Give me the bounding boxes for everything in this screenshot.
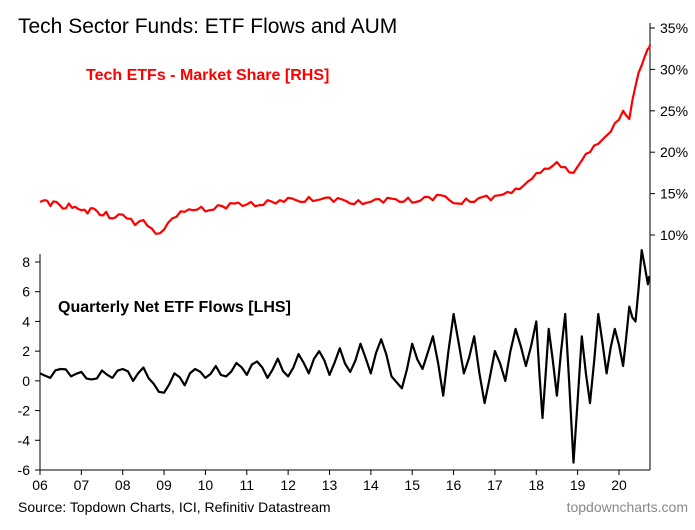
series-net-flows xyxy=(40,250,650,463)
right-tick-label: 15% xyxy=(660,186,688,202)
left-tick-label: 4 xyxy=(22,313,30,329)
x-tick-label: 06 xyxy=(32,477,48,493)
left-tick-label: 8 xyxy=(22,254,30,270)
watermark: topdowncharts.com xyxy=(567,499,688,515)
right-tick-label: 35% xyxy=(660,20,688,36)
x-tick-label: 13 xyxy=(322,477,338,493)
chart-container: Tech Sector Funds: ETF Flows and AUM Tech… xyxy=(0,0,695,530)
x-tick-label: 17 xyxy=(487,477,503,493)
source-text: Source: Topdown Charts, ICI, Refinitiv D… xyxy=(18,499,331,515)
right-tick-label: 30% xyxy=(660,61,688,77)
left-tick-label: 6 xyxy=(22,284,30,300)
left-tick-label: 2 xyxy=(22,343,30,359)
x-tick-label: 20 xyxy=(611,477,627,493)
legend-market-share: Tech ETFs - Market Share [RHS] xyxy=(86,67,329,84)
x-tick-label: 10 xyxy=(198,477,214,493)
x-tick-label: 19 xyxy=(570,477,586,493)
left-tick-label: -4 xyxy=(18,432,31,448)
x-tick-label: 09 xyxy=(156,477,172,493)
x-tick-label: 08 xyxy=(115,477,131,493)
left-tick-label: -2 xyxy=(18,403,31,419)
x-tick-label: 18 xyxy=(528,477,544,493)
right-tick-label: 25% xyxy=(660,103,688,119)
right-tick-label: 10% xyxy=(660,227,688,243)
x-tick-label: 14 xyxy=(363,477,379,493)
x-tick-label: 15 xyxy=(404,477,420,493)
x-tick-label: 16 xyxy=(446,477,462,493)
x-tick-label: 11 xyxy=(240,477,255,493)
x-tick-label: 07 xyxy=(74,477,90,493)
left-tick-label: -6 xyxy=(18,462,31,478)
left-tick-label: 0 xyxy=(22,373,30,389)
chart-svg: Tech Sector Funds: ETF Flows and AUM Tech… xyxy=(0,0,695,530)
legend-net-flows: Quarterly Net ETF Flows [LHS] xyxy=(58,299,291,316)
x-tick-label: 12 xyxy=(280,477,296,493)
right-tick-label: 20% xyxy=(660,144,688,160)
chart-title: Tech Sector Funds: ETF Flows and AUM xyxy=(18,15,397,38)
